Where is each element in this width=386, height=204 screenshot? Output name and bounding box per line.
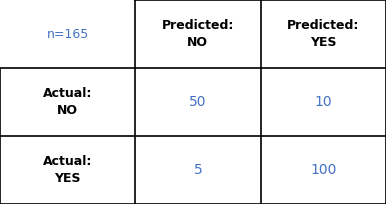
Text: 100: 100	[310, 163, 337, 177]
Text: Predicted:
YES: Predicted: YES	[287, 19, 359, 49]
Text: 10: 10	[315, 95, 332, 109]
Text: Actual:
NO: Actual: NO	[43, 87, 92, 117]
Text: 50: 50	[189, 95, 207, 109]
Text: 5: 5	[193, 163, 202, 177]
Text: Predicted:
NO: Predicted: NO	[162, 19, 234, 49]
Text: Actual:
YES: Actual: YES	[43, 155, 92, 185]
Text: n=165: n=165	[46, 28, 89, 41]
